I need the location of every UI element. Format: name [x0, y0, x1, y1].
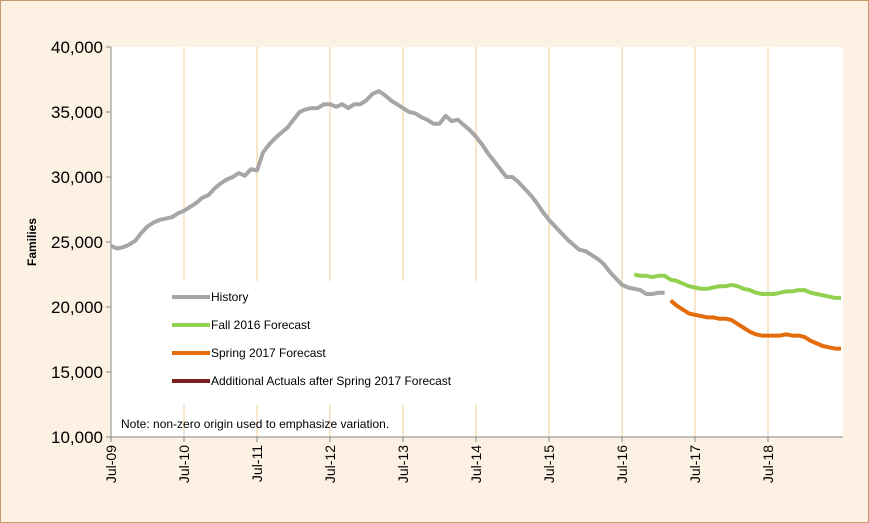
legend-label: Additional Actuals after Spring 2017 For… [211, 374, 452, 388]
legend-label: History [211, 290, 248, 304]
series-line [669, 298, 841, 351]
y-tick-label: 35,000 [51, 103, 103, 122]
y-tick-label: 15,000 [51, 363, 103, 382]
legend-label: Fall 2016 Forecast [211, 318, 311, 332]
x-tick-label: Jul-15 [541, 445, 557, 483]
y-tick-label: 30,000 [51, 168, 103, 187]
legend-label: Spring 2017 Forecast [211, 346, 326, 360]
y-tick-label: 40,000 [51, 38, 103, 57]
series-line [110, 89, 665, 296]
x-tick-label: Jul-18 [760, 445, 776, 483]
y-axis-label: Families [25, 218, 39, 266]
x-tick-label: Jul-16 [614, 445, 630, 483]
x-tick-label: Jul-12 [322, 445, 338, 483]
x-tick-label: Jul-17 [687, 445, 703, 483]
x-tick-label: Jul-13 [395, 445, 411, 483]
y-tick-label: 25,000 [51, 233, 103, 252]
note: Note: non-zero origin used to emphasize … [121, 417, 389, 431]
series-line [633, 272, 841, 300]
x-tick-label: Jul-09 [103, 445, 119, 483]
y-tick-label: 20,000 [51, 298, 103, 317]
x-tick-label: Jul-14 [468, 445, 484, 483]
legend [164, 281, 502, 405]
y-tick-label: 10,000 [51, 428, 103, 447]
x-tick-label: Jul-10 [176, 445, 192, 483]
x-tick-label: Jul-11 [249, 445, 265, 482]
